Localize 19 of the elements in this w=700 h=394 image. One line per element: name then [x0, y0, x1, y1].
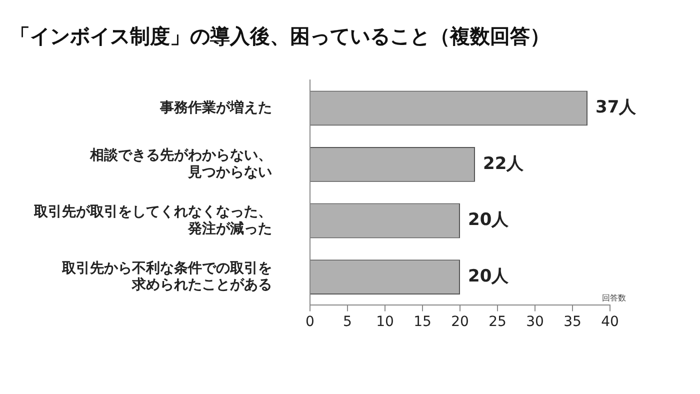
x-tick-label: 15 [414, 314, 432, 330]
data-label: 37人 [596, 98, 638, 118]
x-tick-label: 40 [601, 314, 619, 330]
y-tick-label: 取引先が取引をしてくれなくなった、発注が減った [33, 204, 272, 237]
y-tick-label: 相談できる先がわからない、見つからない [89, 146, 272, 180]
y-tick-label: 事務作業が増えた [159, 98, 272, 116]
x-tick-label: 10 [376, 314, 394, 330]
x-tick-label: 20 [451, 314, 469, 330]
x-tick-label: 35 [564, 314, 582, 330]
data-label: 20人 [468, 266, 510, 286]
x-tick-label: 25 [488, 314, 506, 330]
data-label: 20人 [468, 210, 510, 230]
x-tick-label: 30 [526, 314, 544, 330]
y-tick-label: 取引先から不利な条件での取引を求められたことがある [61, 260, 272, 294]
x-tick-label: 5 [343, 314, 352, 330]
x-axis-title: 回答数 [602, 293, 626, 302]
chart-title: 「インボイス制度」の導入後、困っていること（複数回答） [10, 24, 550, 48]
x-tick-label: 0 [306, 314, 314, 330]
data-label: 22人 [483, 154, 525, 174]
